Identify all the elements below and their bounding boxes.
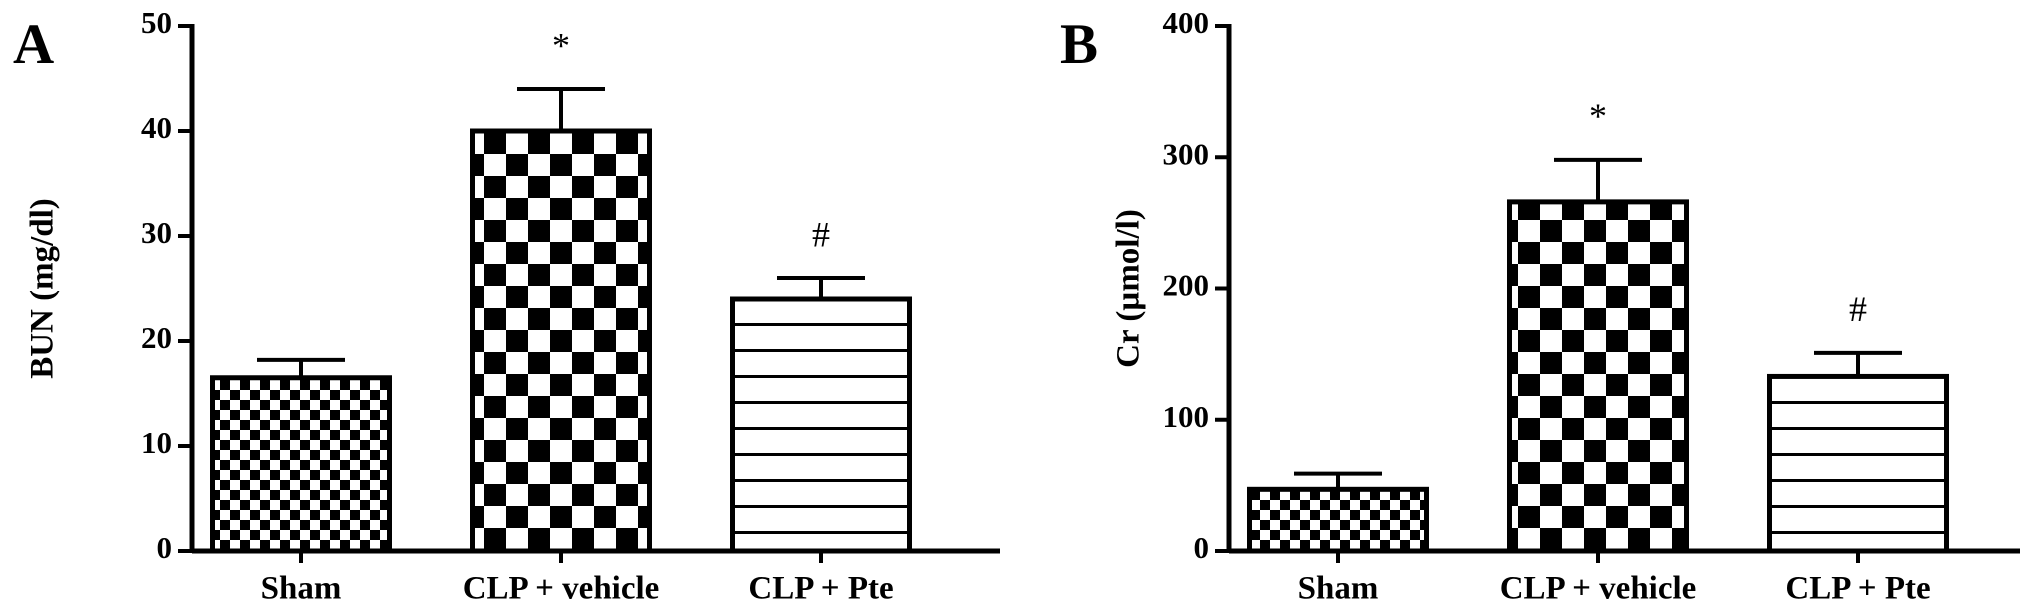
bar [1767, 373, 1949, 554]
y-axis-label: BUN (mg/dl) [25, 198, 61, 379]
x-tick-label: Sham [261, 571, 342, 607]
x-tick-label: Sham [1298, 571, 1379, 607]
y-tick-label: 50 [141, 5, 172, 40]
y-tick-label: 30 [141, 215, 172, 250]
y-tick-label: 20 [141, 320, 172, 355]
x-tick-label: CLP + vehicle [463, 571, 660, 607]
y-tick-label: 300 [1163, 136, 1210, 171]
panel-label: A [13, 13, 54, 76]
x-tick-label: CLP + vehicle [1500, 571, 1697, 607]
x-tick-label: CLP + Pte [1785, 571, 1930, 607]
bar [1507, 199, 1689, 554]
significance-marker: # [1849, 289, 1867, 329]
y-tick-label: 0 [1194, 530, 1210, 565]
y-axis-label: Cr (µmol/l) [1111, 209, 1147, 368]
significance-marker: * [552, 25, 570, 65]
significance-marker: * [1589, 96, 1607, 136]
y-tick-label: 40 [141, 110, 172, 145]
bar [470, 128, 652, 554]
bar [210, 375, 392, 554]
x-tick-label: CLP + Pte [748, 571, 893, 607]
bar [730, 296, 912, 554]
panel-label: B [1060, 13, 1098, 76]
y-tick-label: 0 [157, 530, 173, 565]
y-tick-label: 100 [1163, 399, 1210, 434]
significance-marker: # [812, 214, 830, 254]
y-tick-label: 10 [141, 425, 172, 460]
y-tick-label: 400 [1163, 5, 1210, 40]
bar [1247, 486, 1429, 554]
y-tick-label: 200 [1163, 268, 1210, 303]
